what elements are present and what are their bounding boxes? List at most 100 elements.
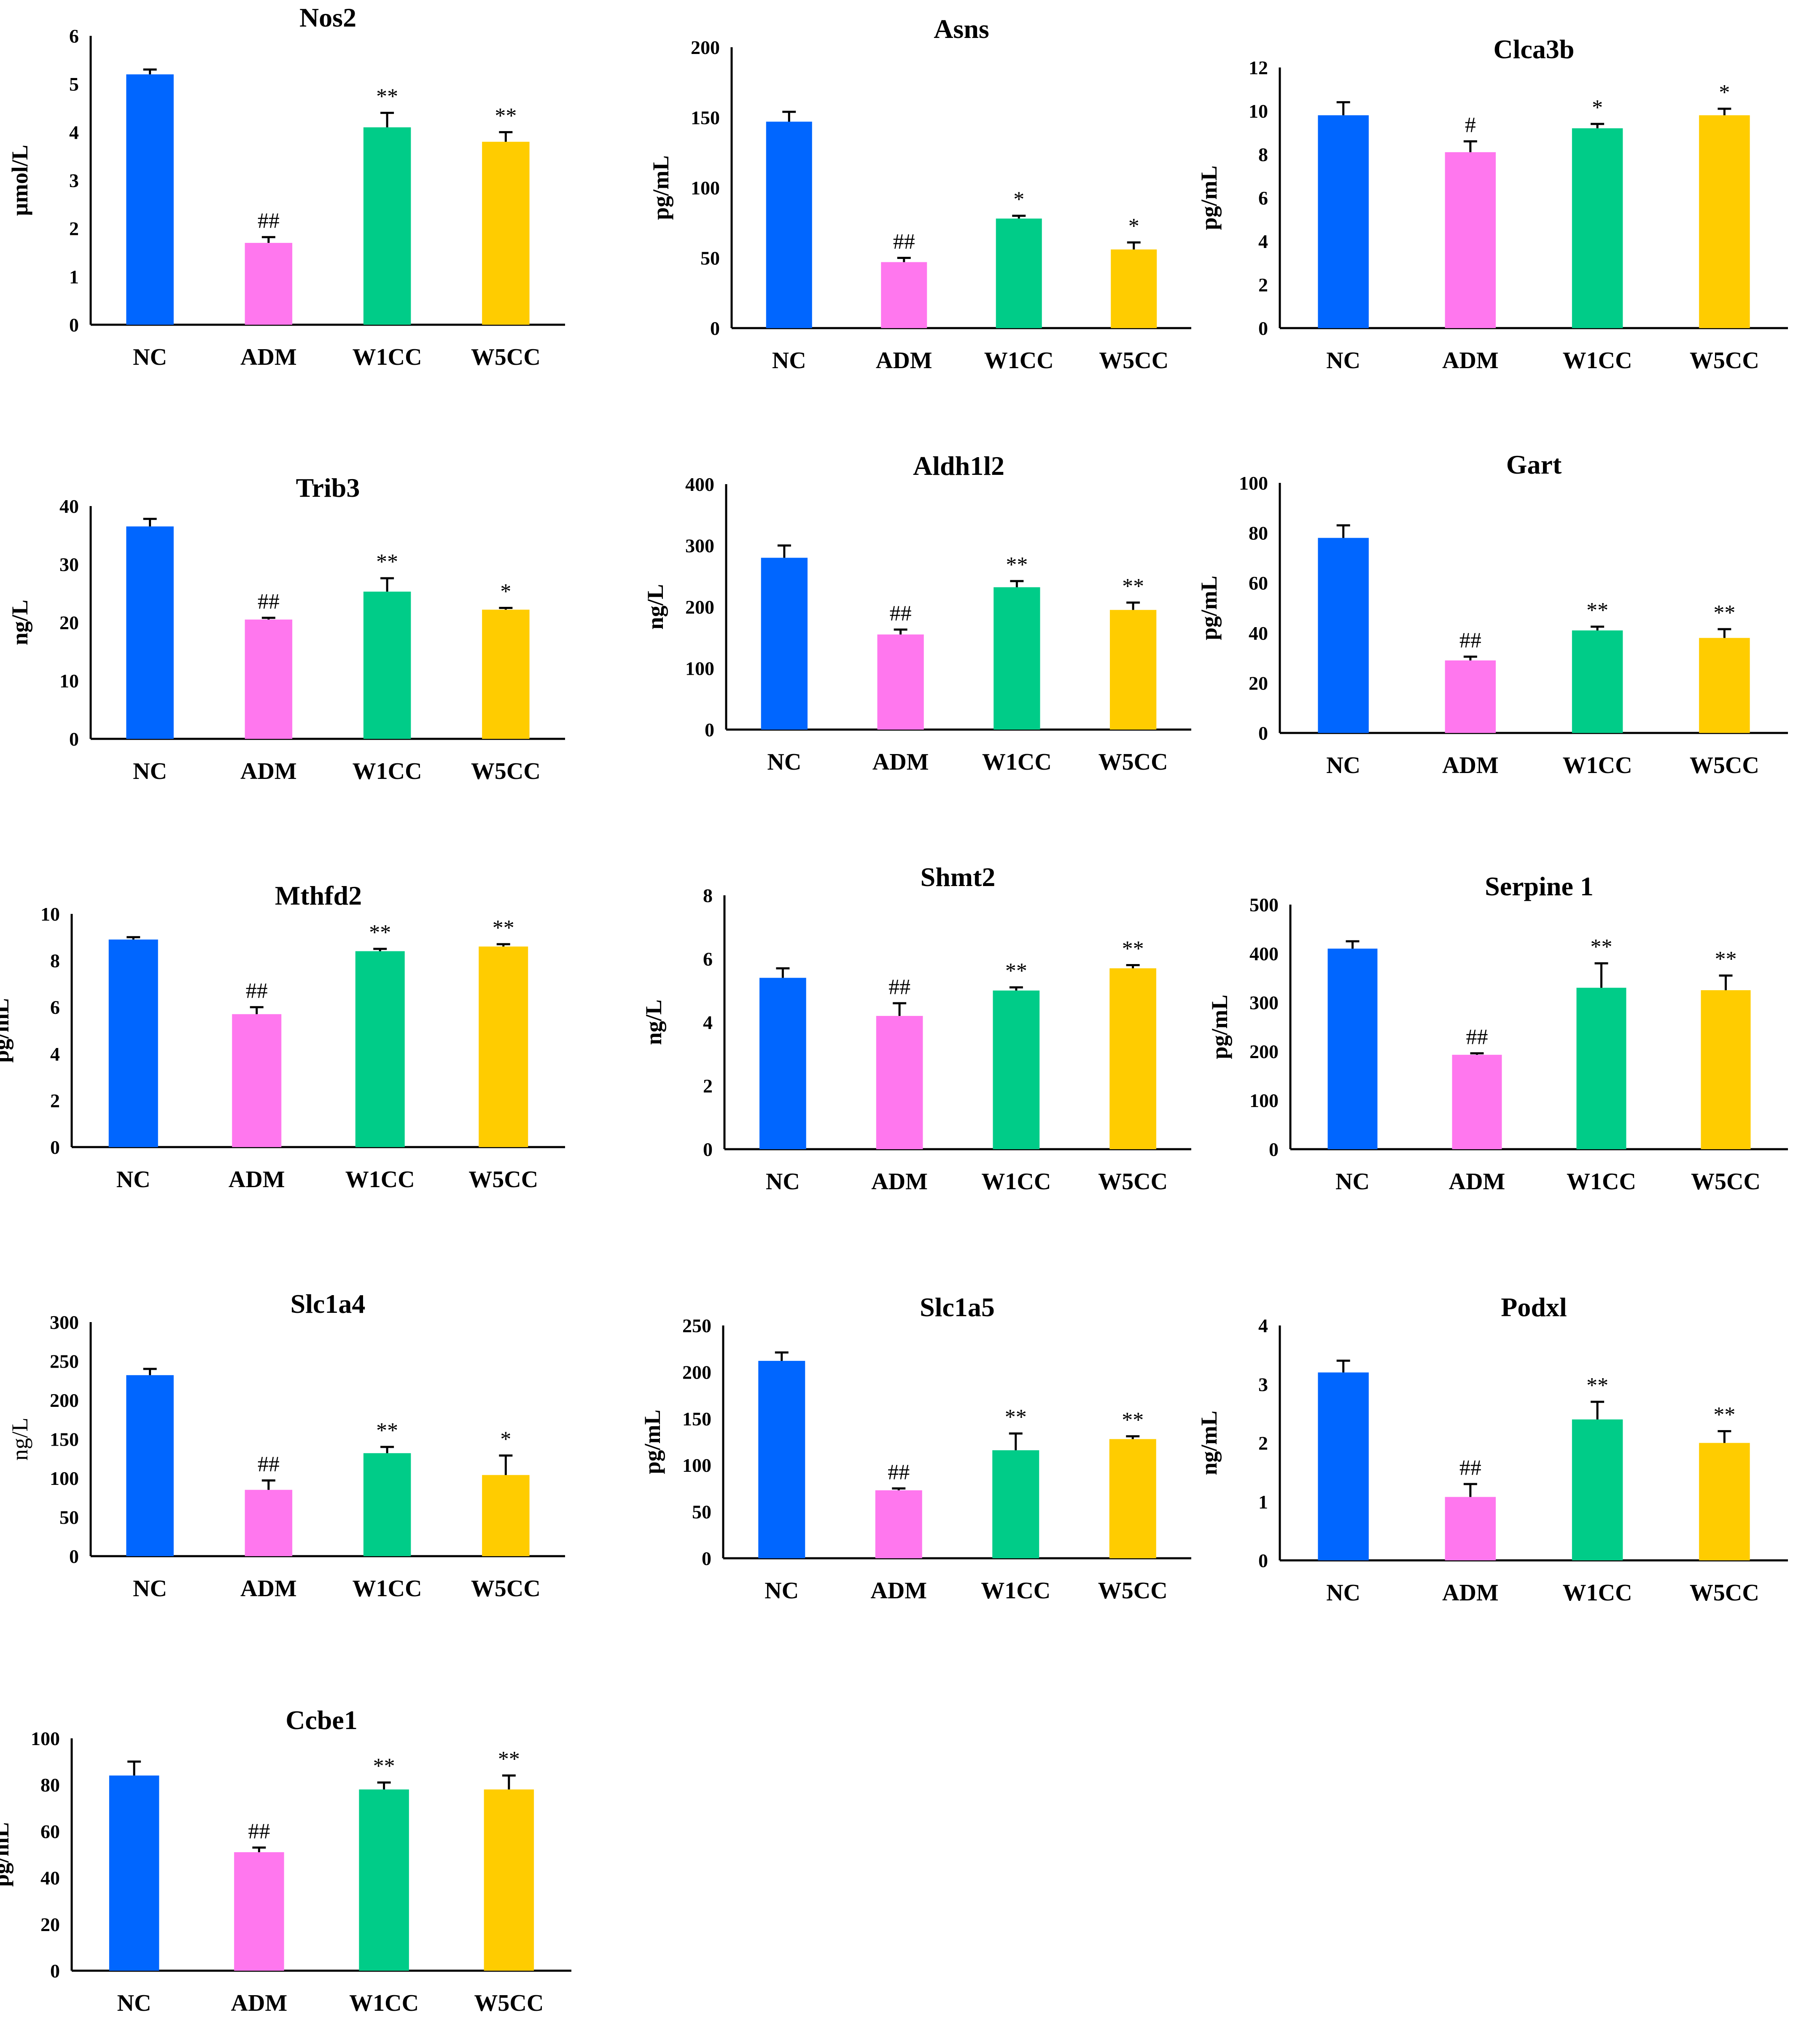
x-category-label: ADM <box>1449 1169 1505 1195</box>
x-category-label: W5CC <box>1098 749 1168 775</box>
y-axis-label: pg/mL <box>0 998 13 1063</box>
x-category-label: ADM <box>1442 1580 1499 1606</box>
bar-nc <box>758 1360 805 1558</box>
y-tick-label: 100 <box>691 177 720 199</box>
bar-adm <box>234 1852 284 1971</box>
bar-adm <box>245 242 293 325</box>
bar-w1cc <box>993 990 1040 1149</box>
y-tick-label: 250 <box>682 1315 711 1336</box>
x-category-label: NC <box>133 344 167 370</box>
significance-label: ## <box>1459 1456 1481 1480</box>
y-tick-label: 3 <box>69 170 79 191</box>
y-axis-label: pg/mL <box>640 1409 665 1474</box>
x-category-label: NC <box>117 1990 151 2016</box>
bar-w5cc <box>1109 1439 1156 1558</box>
significance-label: ** <box>1122 937 1144 961</box>
bar-w1cc <box>1572 1419 1623 1560</box>
bar-adm <box>876 1016 923 1149</box>
significance-label: * <box>1128 214 1139 238</box>
y-tick-label: 10 <box>59 670 79 692</box>
bar-w1cc <box>363 127 411 325</box>
x-category-label: W1CC <box>982 749 1052 775</box>
bar-w1cc <box>359 1789 409 1971</box>
significance-label: ** <box>376 550 398 574</box>
significance-label: * <box>1013 188 1024 212</box>
chart-ccbe1: 0 20 40 60 80 100 Ccbe1 pg/mL NC ## ADM ** W1CC ** W5C… <box>0 1705 571 2016</box>
y-axis-label: ng/L <box>641 999 666 1045</box>
significance-label: * <box>1719 81 1730 105</box>
y-tick-label: 6 <box>50 997 60 1018</box>
chart-title: Nos2 <box>299 3 356 32</box>
significance-label: ** <box>1591 935 1613 959</box>
x-category-label: W5CC <box>471 758 541 784</box>
x-category-label: W5CC <box>1691 1169 1761 1195</box>
bar-w1cc <box>355 951 405 1147</box>
y-tick-label: 0 <box>1258 722 1268 744</box>
significance-label: ** <box>376 85 398 109</box>
y-tick-label: 2 <box>1258 1433 1268 1454</box>
significance-label: ## <box>890 601 912 625</box>
x-category-label: W1CC <box>353 344 422 370</box>
significance-label: ** <box>1122 1408 1144 1432</box>
chart-serpine-1: 0 100 200 300 400 500 Serpine 1 pg/mL NC ## ADM ** W… <box>1207 871 1788 1195</box>
chart-title: Shmt2 <box>921 862 996 892</box>
significance-label: ## <box>246 979 268 1003</box>
y-tick-label: 100 <box>31 1728 60 1749</box>
y-tick-label: 50 <box>59 1507 79 1528</box>
x-category-label: W5CC <box>474 1990 544 2016</box>
significance-label: ** <box>493 916 514 940</box>
significance-label: ## <box>893 230 915 254</box>
x-category-label: NC <box>133 758 167 784</box>
y-axis-label: pg/mL <box>1196 165 1222 230</box>
bar-adm <box>232 1014 282 1147</box>
bar-w5cc <box>1109 610 1157 730</box>
significance-label: ** <box>1005 1405 1027 1429</box>
x-category-label: NC <box>1326 1580 1360 1606</box>
y-tick-label: 6 <box>1258 187 1268 209</box>
x-category-label: NC <box>766 1169 800 1195</box>
y-axis-label: pg/mL <box>0 1822 13 1887</box>
y-tick-label: 80 <box>1249 523 1268 544</box>
x-category-label: W5CC <box>1098 1169 1168 1195</box>
chart-title: Serpine 1 <box>1485 871 1594 901</box>
y-tick-label: 200 <box>1249 1041 1279 1062</box>
significance-label: * <box>500 1427 511 1451</box>
x-category-label: W1CC <box>353 758 422 784</box>
significance-label: ## <box>1459 628 1481 652</box>
bar-w1cc <box>993 587 1040 730</box>
y-tick-label: 4 <box>1258 231 1268 252</box>
y-tick-label: 0 <box>702 1548 711 1569</box>
x-category-label: W1CC <box>984 347 1054 374</box>
y-tick-label: 4 <box>50 1043 60 1065</box>
bar-adm <box>1445 1497 1496 1560</box>
chart-title: Mthfd2 <box>275 881 362 910</box>
y-axis-label: pg/mL <box>1196 576 1222 640</box>
significance-label: ## <box>888 975 910 999</box>
bar-adm <box>877 634 924 730</box>
y-tick-label: 60 <box>40 1821 60 1842</box>
chart-podxl: 0 1 2 3 4 Podxl ng/mL NC ## ADM ** W1CC ** W5CC <box>1196 1292 1788 1606</box>
bar-w1cc <box>363 1453 411 1556</box>
bar-w1cc <box>1572 128 1623 328</box>
y-tick-label: 10 <box>40 903 60 925</box>
significance-label: * <box>500 580 511 604</box>
bar-w1cc <box>992 1450 1039 1558</box>
bar-w1cc <box>1572 630 1623 733</box>
y-tick-label: 100 <box>685 658 714 679</box>
significance-label: ** <box>369 921 391 945</box>
y-tick-label: 2 <box>69 218 79 240</box>
y-tick-label: 5 <box>69 73 79 95</box>
x-category-label: NC <box>133 1576 167 1602</box>
y-tick-label: 4 <box>69 121 79 143</box>
significance-label: ## <box>258 209 280 233</box>
y-tick-label: 200 <box>682 1361 711 1383</box>
y-tick-label: 0 <box>69 1546 79 1567</box>
significance-label: ## <box>1466 1025 1488 1049</box>
x-category-label: ADM <box>1442 752 1499 778</box>
bar-nc <box>126 526 174 739</box>
y-tick-label: 2 <box>50 1090 60 1111</box>
bar-adm <box>1445 152 1496 328</box>
y-axis-label: ng/mL <box>1196 1411 1222 1475</box>
x-category-label: W1CC <box>981 1578 1050 1604</box>
